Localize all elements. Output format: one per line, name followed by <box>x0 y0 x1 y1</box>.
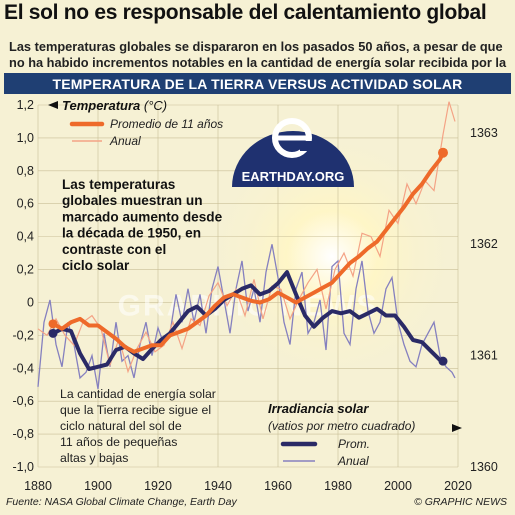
temperature-note-line: globales muestran un <box>62 193 203 208</box>
temperature-note-line: Las temperaturas <box>62 177 175 192</box>
solar-startpoint <box>48 328 58 338</box>
solar-note-line: ciclo natural del sol de <box>60 419 182 433</box>
y-left-tick-label: -0,8 <box>12 427 34 441</box>
y-right-tick-label: 1360 <box>470 460 498 474</box>
y-left-tick-label: -0,2 <box>12 328 34 342</box>
y-left-tick-label: 1,0 <box>17 131 34 145</box>
x-tick-label: 1880 <box>24 479 52 493</box>
x-tick-label: 1900 <box>84 479 112 493</box>
solar-note-line: 11 años de pequeñas <box>60 435 177 449</box>
logo-e-ring <box>272 118 312 158</box>
x-tick-label: 2020 <box>444 479 472 493</box>
sun-glow <box>202 126 462 387</box>
y-left-tick-label: 0,6 <box>17 197 34 211</box>
legend-temperature-average-label: Promedio de 11 años <box>110 117 223 131</box>
temperature-axis-unit: (°C) <box>140 98 167 113</box>
series-solar-average <box>51 270 445 371</box>
x-tick-label: 1920 <box>144 479 172 493</box>
y-right-tick-label: 1363 <box>470 126 498 140</box>
y-left-tick-label: 0 <box>27 295 34 309</box>
logo-text: EARTHDAY.ORG <box>242 169 345 184</box>
solar-note-line: La cantidad de energía solar <box>60 387 216 401</box>
x-tick-label: 1960 <box>264 479 292 493</box>
x-tick-label: 2000 <box>384 479 412 493</box>
temperature-note-line: marcado aumento desde <box>62 209 223 224</box>
temperature-note-line: contraste con el <box>62 242 166 257</box>
temperature-endpoint <box>438 147 448 158</box>
y-left-tick-label: -1,0 <box>12 460 34 474</box>
copyright: © GRAPHIC NEWS <box>414 496 507 508</box>
page-title: El sol no es responsable del calentamien… <box>4 1 487 24</box>
y-right-tick-label: 1361 <box>470 349 498 363</box>
y-left-tick-label: 0,4 <box>17 230 34 244</box>
temperature-axis-label: Temperatura <box>62 98 140 113</box>
y-left-tick-label: 1,2 <box>17 98 34 112</box>
chart-banner: TEMPERATURA DE LA TIERRA VERSUS ACTIVIDA… <box>4 73 511 94</box>
solar-endpoint <box>438 356 448 366</box>
legend-solar-average-label: Prom. <box>338 437 370 451</box>
series-temperature-average <box>51 150 445 354</box>
x-tick-label: 1940 <box>204 479 232 493</box>
logo-dome <box>232 131 354 187</box>
logo-e-gap <box>300 141 312 151</box>
earthday-logo: EARTHDAY.ORG <box>232 118 354 187</box>
solar-note-line: altas y bajas <box>60 451 128 465</box>
temperature-note-line: la década de 1950, en <box>62 226 201 241</box>
y-left-tick-label: 0,2 <box>17 263 34 277</box>
temperature-startpoint <box>48 319 58 329</box>
y-left-tick-label: -0,6 <box>12 394 34 408</box>
left-axis-arrow-icon <box>48 101 58 109</box>
y-left-tick-label: 0,8 <box>17 164 34 178</box>
source-note: Fuente: NASA Global Climate Change, Eart… <box>6 496 237 508</box>
legend-temperature-annual-label: Anual <box>109 134 141 148</box>
solar-axis-title: Irradiancia solar <box>268 401 369 416</box>
solar-note-line: que la Tierra recibe sigue el <box>60 403 211 417</box>
temperature-axis-title: Temperatura (°C) <box>62 98 167 113</box>
y-left-tick-label: -0,4 <box>12 361 34 375</box>
y-right-tick-label: 1362 <box>470 237 498 251</box>
solar-axis-unit: (vatios por metro cuadrado) <box>268 419 415 433</box>
right-axis-arrow-icon <box>452 424 462 432</box>
x-tick-label: 1980 <box>324 479 352 493</box>
temperature-note-line: ciclo solar <box>62 258 130 273</box>
legend-solar-annual-label: Anual <box>337 454 369 468</box>
